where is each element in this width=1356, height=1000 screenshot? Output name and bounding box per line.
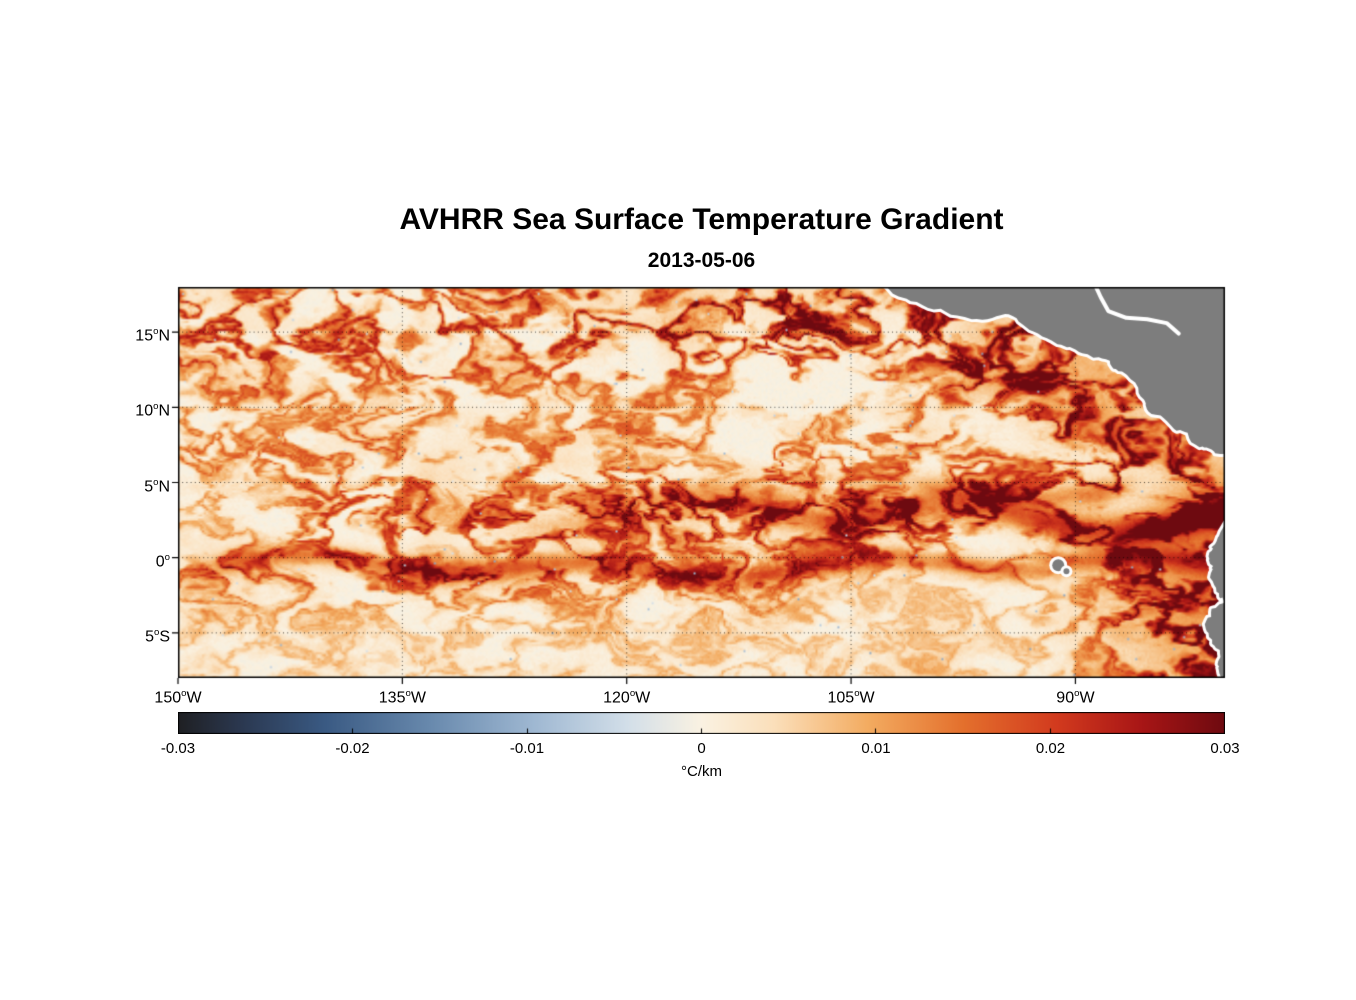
y-tick-label: 0o [155, 551, 170, 571]
colorbar-canvas [178, 712, 1225, 734]
x-tick-label: 135oW [378, 688, 426, 707]
chart-title: AVHRR Sea Surface Temperature Gradient [399, 203, 1004, 236]
y-tick-label: 15oN [135, 326, 170, 345]
colorbar-unit-label: °C/km [681, 763, 722, 780]
colorbar-tick-label: -0.01 [509, 740, 545, 757]
colorbar-tick-label: -0.03 [160, 740, 196, 757]
x-tick-label: 105oW [827, 688, 875, 707]
chart-subtitle: 2013-05-06 [647, 249, 756, 272]
colorbar-tick-label: 0 [697, 740, 706, 757]
y-tick-label: 5oN [144, 476, 170, 495]
x-tick-label: 120oW [603, 688, 651, 707]
y-tick-label: 10oN [135, 401, 170, 420]
sst-gradient-map-canvas [166, 279, 1237, 686]
colorbar-tick-label: -0.02 [335, 740, 370, 757]
x-tick-label: 90oW [1056, 688, 1095, 707]
x-tick-label: 150oW [154, 688, 202, 707]
colorbar-tick-label: 0.02 [1035, 740, 1066, 757]
colorbar-tick-label: 0.03 [1210, 740, 1240, 757]
colorbar-tick-label: 0.01 [861, 740, 891, 757]
y-tick-label: 5oS [145, 626, 170, 646]
